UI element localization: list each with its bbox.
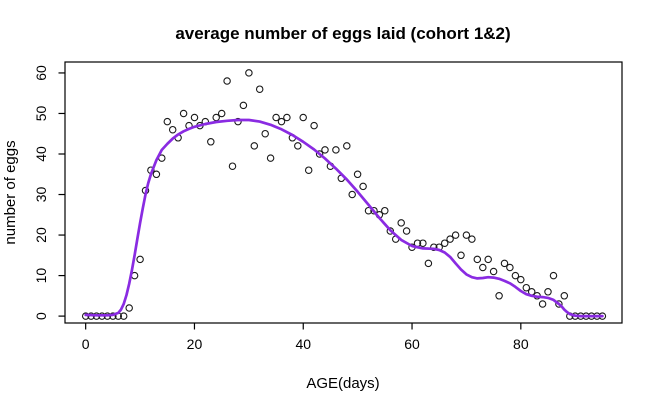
- data-point: [446, 235, 454, 243]
- data-point: [261, 129, 269, 138]
- data-point: [440, 239, 449, 247]
- data-point: [544, 288, 552, 296]
- y-axis-title: number of eggs: [2, 140, 19, 244]
- data-point: [430, 243, 438, 251]
- data-point: [266, 154, 275, 162]
- data-point: [517, 275, 525, 284]
- x-tick-label: 80: [513, 336, 529, 352]
- data-point: [451, 231, 460, 239]
- y-tick-label: 20: [33, 227, 49, 243]
- data-point: [310, 121, 318, 130]
- data-point: [207, 138, 215, 146]
- data-point: [119, 312, 128, 320]
- data-point: [272, 113, 280, 122]
- scatter-points: [81, 69, 607, 320]
- x-tick-label: 0: [82, 336, 90, 352]
- data-point: [353, 170, 362, 179]
- data-point: [125, 304, 133, 312]
- data-point: [462, 231, 471, 239]
- data-point: [245, 69, 253, 77]
- data-point: [424, 259, 433, 268]
- data-point: [217, 109, 226, 118]
- data-point: [315, 150, 324, 158]
- data-point: [538, 300, 547, 308]
- data-point: [255, 85, 264, 93]
- data-point: [321, 146, 329, 154]
- data-point: [179, 109, 188, 118]
- data-point: [250, 142, 259, 150]
- data-point: [359, 182, 367, 191]
- loess-curve: [84, 118, 604, 318]
- x-tick-label: 60: [404, 336, 420, 352]
- data-point: [473, 255, 482, 264]
- data-point: [468, 235, 476, 243]
- y-tick-label: 50: [33, 105, 49, 121]
- data-point: [223, 77, 231, 85]
- data-point: [549, 271, 558, 280]
- plot-box: [64, 61, 623, 324]
- data-point: [168, 125, 177, 134]
- data-point: [495, 292, 503, 300]
- data-point: [381, 206, 389, 215]
- y-tick-label: 10: [33, 268, 49, 284]
- data-point: [163, 117, 172, 126]
- data-point: [277, 117, 286, 126]
- data-point: [397, 219, 405, 227]
- data-point: [555, 300, 563, 308]
- data-point: [304, 166, 313, 174]
- y-axis: 0 10 20 30 40 50 60: [33, 65, 65, 320]
- data-point: [370, 206, 378, 215]
- data-point: [457, 251, 465, 260]
- data-point: [479, 263, 487, 272]
- data-point: [294, 142, 302, 150]
- data-point: [234, 117, 242, 126]
- data-point: [511, 271, 520, 280]
- data-point: [343, 142, 351, 150]
- data-point: [283, 113, 291, 122]
- data-point: [419, 239, 427, 247]
- x-tick-label: 20: [187, 336, 203, 352]
- x-axis: 0 20 40 60 80: [82, 323, 529, 352]
- data-point: [500, 259, 509, 268]
- y-tick-label: 40: [33, 146, 49, 162]
- y-tick-label: 0: [33, 312, 49, 320]
- data-point: [506, 263, 514, 272]
- data-point: [386, 227, 395, 235]
- data-point: [489, 267, 498, 276]
- data-point: [136, 255, 144, 264]
- data-point: [299, 113, 307, 122]
- data-point: [152, 170, 161, 179]
- data-point: [560, 292, 569, 300]
- y-tick-label: 30: [33, 187, 49, 203]
- data-point: [348, 190, 356, 199]
- x-axis-title: AGE(days): [306, 375, 379, 392]
- data-point: [484, 255, 492, 264]
- data-point: [332, 146, 340, 154]
- data-point: [228, 162, 237, 170]
- data-point: [190, 113, 199, 122]
- data-point: [522, 283, 531, 292]
- x-tick-label: 40: [295, 336, 311, 352]
- data-point: [239, 101, 248, 110]
- smooth-line: [84, 118, 604, 318]
- data-point: [402, 227, 411, 235]
- y-tick-label: 60: [33, 65, 49, 81]
- chart-title: average number of eggs laid (cohort 1&2): [175, 24, 510, 43]
